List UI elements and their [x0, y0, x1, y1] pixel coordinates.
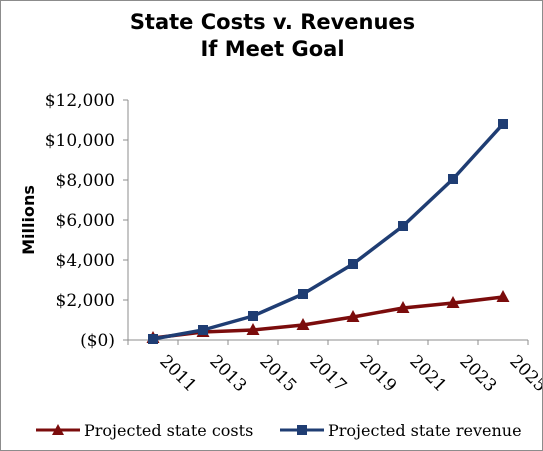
- legend-item-costs: Projected state costs: [36, 416, 253, 444]
- costs-point: [496, 290, 510, 302]
- legend-item-revenue: Projected state revenue: [280, 416, 522, 444]
- y-tick-label: $4,000: [56, 251, 115, 271]
- x-tick-label: 2025: [505, 351, 542, 396]
- x-tick-label: 2013: [205, 351, 250, 396]
- x-tick-label: 2021: [405, 351, 450, 396]
- x-tick-label: 2017: [305, 351, 350, 396]
- costs-point: [446, 296, 460, 308]
- revenue-point: [248, 311, 258, 321]
- revenue-point: [398, 221, 408, 231]
- legend-label-costs: Projected state costs: [84, 420, 254, 440]
- revenue-point: [348, 259, 358, 269]
- series-line-1: [152, 122, 505, 341]
- y-tick-label: $10,000: [45, 131, 115, 151]
- chart-title: State Costs v. Revenues If Meet Goal: [1, 9, 543, 63]
- chart-title-line-2: If Meet Goal: [200, 37, 345, 61]
- y-tick-label: $8,000: [56, 171, 115, 191]
- y-axis-label: Millions: [19, 185, 38, 255]
- x-tick-label: 2019: [355, 351, 400, 396]
- costs-point: [396, 301, 410, 313]
- costs-point: [246, 323, 260, 335]
- costs-point: [346, 310, 360, 322]
- legend-swatch-revenue: [280, 425, 324, 435]
- y-tick-label: ($0): [80, 331, 115, 351]
- legend: Projected state costs Projected state re…: [1, 416, 543, 444]
- y-tick-label: $12,000: [45, 91, 115, 111]
- revenue-point: [448, 174, 458, 184]
- legend-swatch-costs: [36, 424, 80, 435]
- revenue-point: [498, 119, 508, 129]
- legend-label-revenue: Projected state revenue: [328, 420, 522, 440]
- revenue-point: [198, 325, 208, 335]
- revenue-point: [298, 289, 308, 299]
- series-line-0: [152, 295, 504, 340]
- chart-title-line-1: State Costs v. Revenues: [129, 10, 416, 34]
- revenue-point: [148, 334, 158, 344]
- y-tick-label: $2,000: [56, 291, 115, 311]
- y-tick-label: $6,000: [56, 211, 115, 231]
- x-tick-label: 2023: [455, 351, 500, 396]
- costs-point: [296, 318, 310, 330]
- x-tick-label: 2011: [155, 351, 200, 396]
- x-tick-label: 2015: [255, 351, 300, 396]
